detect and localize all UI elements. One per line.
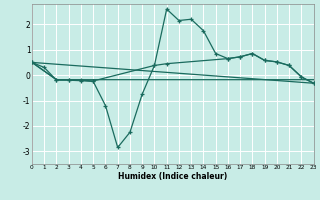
X-axis label: Humidex (Indice chaleur): Humidex (Indice chaleur)	[118, 172, 228, 181]
